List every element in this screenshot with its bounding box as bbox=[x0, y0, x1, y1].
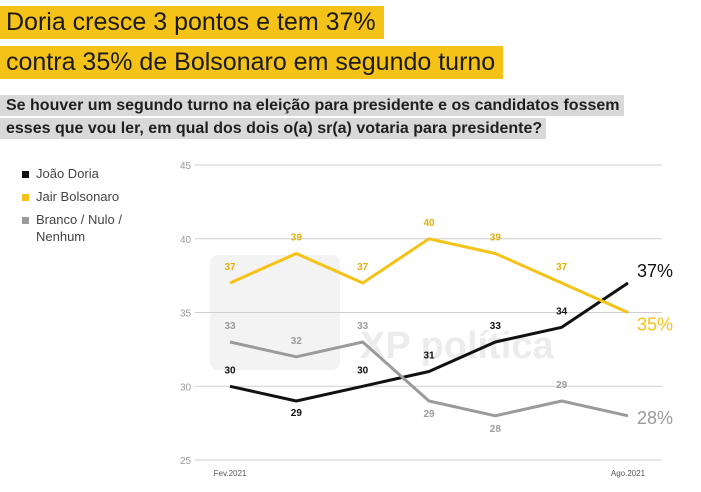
data-label-doria-3: 31 bbox=[423, 351, 435, 362]
question-line-2: esses que vou ler, em qual dos dois o(a)… bbox=[0, 118, 547, 139]
legend-swatch-bolsonaro bbox=[22, 194, 29, 201]
end-label-bolsonaro: 35% bbox=[637, 315, 673, 335]
data-label-doria-0: 30 bbox=[224, 365, 236, 376]
data-label-bolsonaro-4: 39 bbox=[490, 233, 502, 244]
legend-item-doria: João Doria bbox=[22, 165, 146, 182]
data-label-bolsonaro-5: 37 bbox=[556, 262, 568, 273]
data-label-doria-1: 29 bbox=[291, 408, 303, 419]
data-label-branco-4: 28 bbox=[490, 424, 502, 435]
series-line-branco bbox=[229, 340, 629, 418]
y-tick-label-30: 30 bbox=[180, 382, 192, 393]
data-label-doria-5: 34 bbox=[556, 306, 568, 317]
data-label-bolsonaro-3: 40 bbox=[423, 218, 435, 229]
question-line-1: Se houver um segundo turno na eleição pa… bbox=[0, 95, 624, 116]
data-label-branco-0: 33 bbox=[224, 321, 236, 332]
legend-label-doria: João Doria bbox=[36, 166, 99, 181]
legend-label-branco-line-2: Nenhum bbox=[36, 229, 86, 244]
y-tick-label-25: 25 bbox=[180, 456, 192, 467]
y-tick-label-35: 35 bbox=[180, 309, 192, 320]
headline-line-2: contra 35% de Bolsonaro em segundo turno bbox=[0, 46, 504, 79]
data-label-bolsonaro-0: 37 bbox=[224, 262, 236, 273]
data-label-branco-3: 29 bbox=[423, 409, 435, 420]
y-tick-label-45: 45 bbox=[180, 161, 192, 172]
x-tick-label-start: Fev.2021 bbox=[214, 469, 247, 478]
chart-legend: João Doria Jair Bolsonaro Branco / Nulo … bbox=[22, 165, 146, 251]
data-label-branco-1: 32 bbox=[291, 336, 303, 347]
legend-label-bolsonaro: Jair Bolsonaro bbox=[36, 189, 120, 204]
end-label-branco: 28% bbox=[637, 408, 673, 428]
end-label-doria: 37% bbox=[637, 261, 673, 281]
data-label-branco-5: 29 bbox=[556, 380, 568, 391]
legend-label-branco-line-1: Branco / Nulo / bbox=[36, 212, 122, 227]
watermark-text: XP política bbox=[360, 325, 554, 367]
data-label-bolsonaro-2: 37 bbox=[357, 262, 369, 273]
legend-swatch-doria bbox=[22, 171, 29, 178]
legend-item-bolsonaro: Jair Bolsonaro bbox=[22, 188, 146, 205]
data-label-doria-2: 30 bbox=[357, 365, 369, 376]
legend-swatch-branco bbox=[22, 217, 29, 224]
series-line-bolsonaro bbox=[229, 237, 629, 314]
series-line-doria bbox=[229, 281, 629, 403]
data-label-branco-2: 33 bbox=[357, 321, 369, 332]
headline-line-1: Doria cresce 3 pontos e tem 37% bbox=[0, 6, 384, 39]
data-label-doria-4: 33 bbox=[490, 321, 502, 332]
legend-item-branco: Branco / Nulo / Nenhum bbox=[22, 211, 146, 245]
y-tick-label-40: 40 bbox=[180, 235, 192, 246]
data-label-bolsonaro-1: 39 bbox=[291, 233, 303, 244]
x-tick-label-end: Ago.2021 bbox=[611, 469, 646, 478]
